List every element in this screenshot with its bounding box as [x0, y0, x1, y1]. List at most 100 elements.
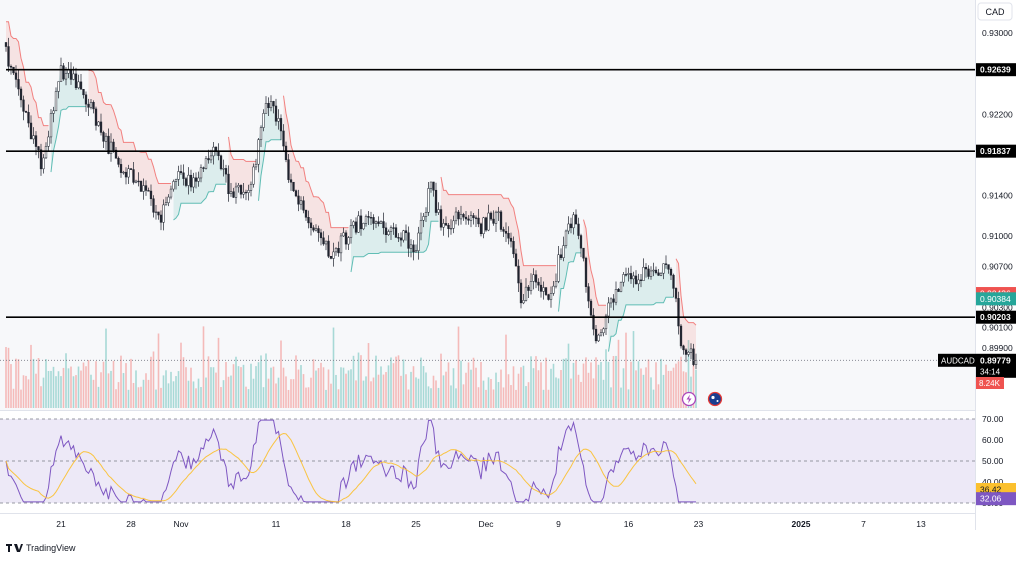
candle[interactable] — [662, 263, 665, 280]
candle[interactable] — [654, 266, 658, 275]
candle[interactable] — [289, 173, 293, 191]
candle[interactable] — [459, 205, 463, 225]
candle[interactable] — [417, 226, 420, 260]
candle[interactable] — [599, 329, 603, 337]
candle[interactable] — [107, 128, 110, 155]
candle[interactable] — [349, 219, 353, 244]
candle[interactable] — [74, 67, 78, 90]
candle[interactable] — [372, 214, 375, 230]
candle[interactable] — [387, 229, 390, 236]
candle[interactable] — [337, 241, 340, 257]
candle[interactable] — [557, 246, 560, 284]
candle[interactable] — [492, 210, 495, 226]
candle[interactable] — [439, 205, 443, 231]
candle[interactable] — [639, 273, 643, 288]
candle[interactable] — [219, 154, 223, 171]
candle[interactable] — [354, 217, 358, 235]
candle[interactable] — [54, 87, 58, 112]
candle[interactable] — [469, 211, 473, 228]
candle[interactable] — [484, 216, 488, 232]
candle[interactable] — [482, 216, 485, 239]
candle[interactable] — [92, 100, 95, 114]
candle[interactable] — [379, 220, 383, 224]
candle[interactable] — [422, 213, 425, 228]
candle[interactable] — [602, 327, 605, 337]
candle[interactable] — [137, 172, 140, 187]
candle[interactable] — [237, 182, 240, 193]
candle[interactable] — [487, 204, 490, 232]
candle[interactable] — [244, 189, 248, 201]
candle[interactable] — [617, 287, 620, 292]
brand-text[interactable]: TradingView — [26, 543, 76, 553]
candle[interactable] — [409, 239, 413, 258]
candle[interactable] — [277, 109, 280, 130]
candle[interactable] — [672, 273, 675, 298]
candle[interactable] — [592, 308, 595, 336]
candle[interactable] — [307, 210, 310, 229]
candle[interactable] — [332, 242, 335, 267]
candle[interactable] — [529, 273, 533, 295]
candle[interactable] — [347, 235, 350, 250]
candle[interactable] — [462, 212, 465, 221]
candle[interactable] — [322, 231, 325, 246]
candle[interactable] — [569, 217, 573, 234]
candle[interactable] — [282, 124, 285, 151]
candle[interactable] — [259, 125, 263, 148]
candle[interactable] — [224, 164, 228, 183]
candle[interactable] — [542, 281, 545, 300]
candle[interactable] — [197, 171, 200, 187]
candle[interactable] — [644, 263, 648, 278]
candle[interactable] — [624, 267, 628, 277]
candle[interactable] — [479, 222, 483, 237]
candle[interactable] — [189, 169, 193, 192]
candle[interactable] — [29, 115, 33, 140]
candle[interactable] — [84, 91, 88, 112]
candle[interactable] — [102, 130, 105, 149]
candle[interactable] — [504, 222, 508, 243]
candle[interactable] — [364, 214, 368, 227]
candle[interactable] — [157, 211, 160, 220]
candle[interactable] — [392, 222, 395, 235]
candle[interactable] — [222, 159, 225, 177]
candle[interactable] — [229, 182, 233, 197]
candle[interactable] — [249, 181, 253, 197]
candle[interactable] — [419, 212, 423, 241]
candle[interactable] — [109, 133, 113, 162]
candle[interactable] — [559, 248, 563, 261]
candle[interactable] — [687, 351, 690, 357]
candle[interactable] — [144, 180, 148, 196]
candle[interactable] — [397, 233, 400, 243]
candle[interactable] — [264, 96, 268, 114]
candle[interactable] — [394, 224, 398, 238]
candle[interactable] — [384, 222, 388, 243]
candle[interactable] — [104, 132, 108, 150]
candle[interactable] — [414, 244, 418, 253]
candle[interactable] — [514, 248, 518, 267]
candle[interactable] — [399, 232, 403, 247]
candle[interactable] — [649, 266, 653, 280]
candle[interactable] — [62, 62, 65, 81]
candle[interactable] — [377, 216, 380, 227]
candle[interactable] — [324, 240, 328, 251]
candle[interactable] — [27, 104, 30, 128]
candle[interactable] — [562, 236, 565, 262]
candle[interactable] — [184, 176, 188, 188]
candle[interactable] — [254, 158, 258, 171]
candle[interactable] — [442, 218, 445, 236]
candle[interactable] — [299, 196, 303, 210]
candle[interactable] — [294, 189, 298, 198]
candle[interactable] — [382, 212, 385, 235]
candle[interactable] — [607, 297, 610, 324]
candle[interactable] — [179, 164, 183, 175]
candle[interactable] — [532, 268, 535, 290]
candle[interactable] — [497, 206, 500, 222]
candle[interactable] — [174, 178, 178, 190]
candle[interactable] — [447, 223, 450, 238]
candle[interactable] — [424, 207, 428, 222]
candle[interactable] — [679, 323, 683, 349]
symbol-badge[interactable] — [938, 353, 976, 367]
candle[interactable] — [342, 227, 345, 238]
candle[interactable] — [509, 232, 513, 248]
candle[interactable] — [319, 228, 323, 246]
